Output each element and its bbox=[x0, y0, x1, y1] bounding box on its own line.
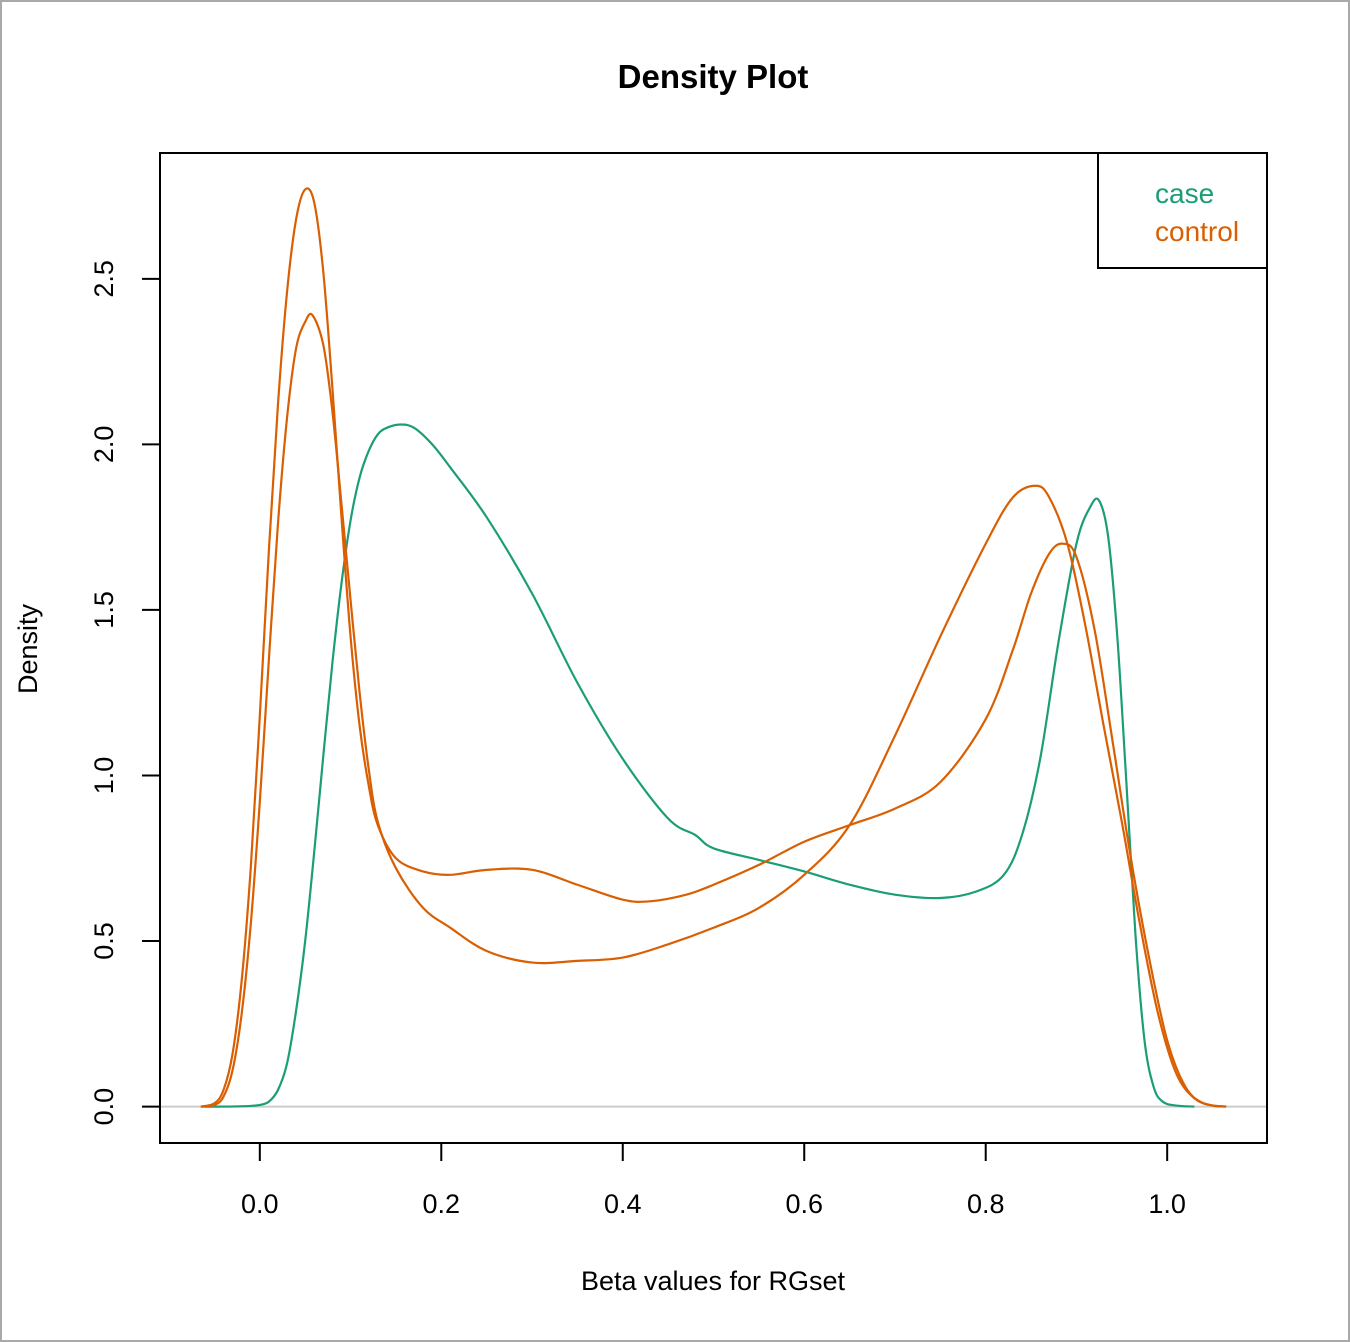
x-tick-label: 0.0 bbox=[241, 1189, 279, 1219]
y-tick-label: 0.5 bbox=[89, 922, 119, 960]
x-tick-label: 0.2 bbox=[423, 1189, 461, 1219]
series-group bbox=[200, 187, 1227, 1108]
density-line-control-1 bbox=[200, 187, 1227, 1108]
y-axis-label: Density bbox=[13, 603, 43, 694]
density-line-case-0 bbox=[200, 423, 1195, 1108]
x-tick-label: 0.8 bbox=[967, 1189, 1005, 1219]
y-tick-label: 1.0 bbox=[89, 757, 119, 795]
legend-entry-case: case bbox=[1155, 178, 1214, 209]
x-tick-label: 0.4 bbox=[604, 1189, 642, 1219]
density-line-control-2 bbox=[200, 312, 1227, 1108]
x-tick-label: 0.6 bbox=[785, 1189, 823, 1219]
legend: case control bbox=[1097, 152, 1268, 269]
y-tick-label: 2.0 bbox=[89, 426, 119, 464]
y-tick-label: 0.0 bbox=[89, 1088, 119, 1126]
legend-entry-control: control bbox=[1155, 216, 1239, 247]
y-tick-label: 2.5 bbox=[89, 260, 119, 298]
y-tick-label: 1.5 bbox=[89, 591, 119, 629]
x-tick-label: 1.0 bbox=[1148, 1189, 1186, 1219]
chart-title: Density Plot bbox=[618, 58, 809, 95]
x-axis: 0.0 0.2 0.4 0.6 0.8 1.0 bbox=[241, 1142, 1186, 1219]
y-axis: 0.0 0.5 1.0 1.5 2.0 2.5 bbox=[89, 260, 161, 1126]
x-axis-label: Beta values for RGset bbox=[581, 1266, 846, 1296]
legend-box bbox=[1097, 152, 1268, 269]
